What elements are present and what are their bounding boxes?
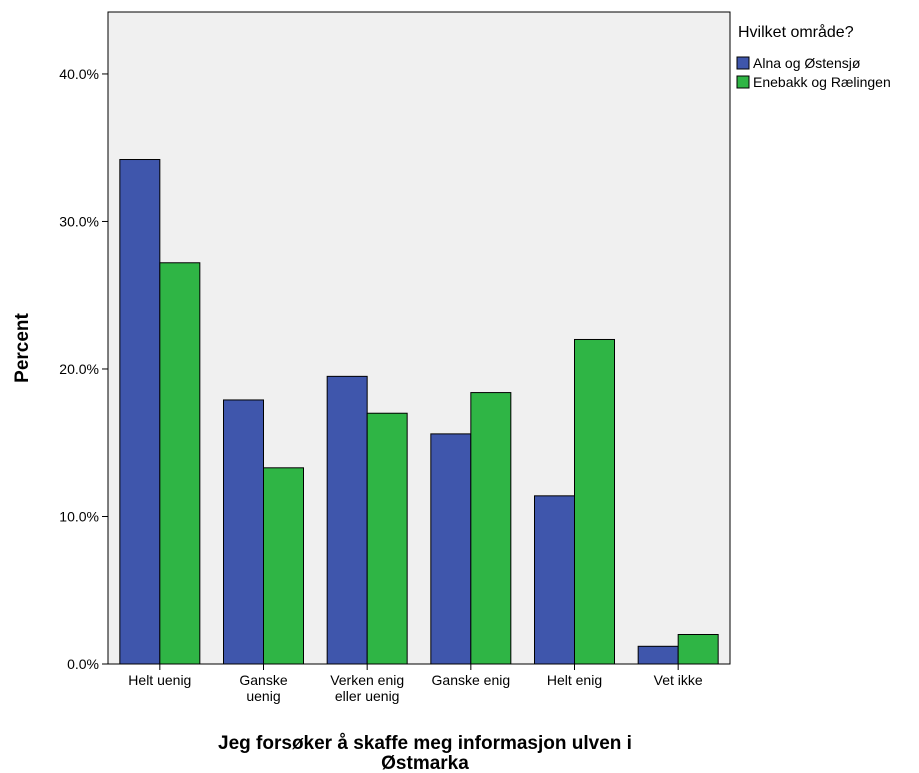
bar-enebakk-2 <box>263 467 304 665</box>
bar-enebakk-6 <box>677 633 719 665</box>
bar-enebakk-1 <box>159 262 201 665</box>
bar-enebakk-4 <box>470 392 512 665</box>
x-axis-title: Jeg forsøker å skaffe meg informasjon ul… <box>218 733 632 773</box>
y-tick-label: 0.0% <box>67 656 99 672</box>
y-tick-label: 20.0% <box>59 361 99 377</box>
x-tick-label: Helt uenig <box>128 672 191 688</box>
legend-swatch <box>736 56 750 70</box>
legend-label: Enebakk og Rælingen <box>753 74 891 90</box>
y-tick-label: 30.0% <box>59 213 99 229</box>
y-tick-label: 10.0% <box>59 508 99 524</box>
bar-enebakk-3 <box>366 412 408 665</box>
legend: Hvilket område? Alna og Østensjø Enebakk … <box>736 23 891 90</box>
bar-alna-1 <box>119 159 161 665</box>
bar-alna-4 <box>430 433 472 665</box>
x-tick-label: Ganske uenig <box>239 672 287 704</box>
x-tick-label: Helt enig <box>547 672 602 688</box>
legend-swatch <box>736 75 750 89</box>
y-tick-label: 40.0% <box>59 66 99 82</box>
x-tick-label: Ganske enig <box>432 672 511 688</box>
legend-title: Hvilket område? <box>738 23 854 41</box>
bar-alna-5 <box>534 495 575 665</box>
bar-alna-6 <box>637 645 679 665</box>
plot-area <box>107 11 731 665</box>
bar-alna-3 <box>326 375 368 665</box>
bar-enebakk-5 <box>574 338 615 665</box>
legend-label: Alna og Østensjø <box>753 55 861 71</box>
y-axis-title: Percent <box>12 312 33 382</box>
x-tick-label: Vet ikke <box>654 672 703 688</box>
bar-alna-2 <box>223 399 264 665</box>
x-tick-label: Verken enig eller uenig <box>330 672 404 704</box>
